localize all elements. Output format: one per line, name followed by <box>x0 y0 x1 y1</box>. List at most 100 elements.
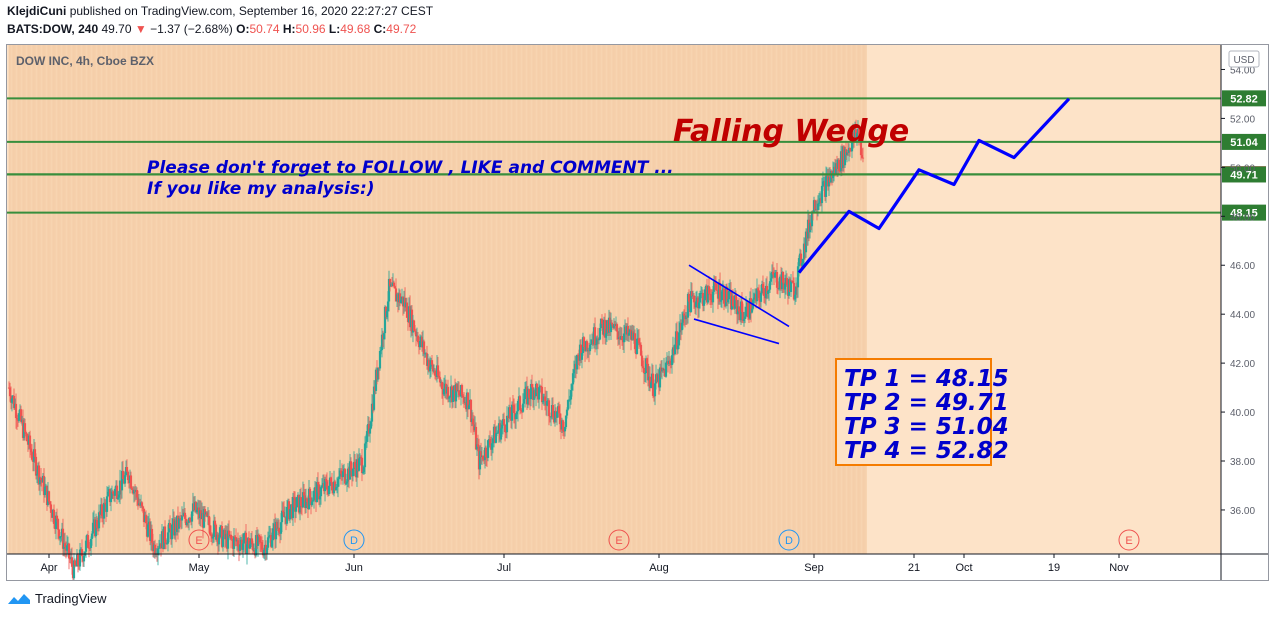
candle <box>57 528 61 541</box>
svg-text:E: E <box>615 535 622 547</box>
candle <box>475 438 479 457</box>
candle <box>707 275 711 301</box>
candle <box>529 379 533 407</box>
candle <box>855 132 859 146</box>
candle <box>635 328 639 355</box>
level-label: 48.15 <box>1222 204 1266 221</box>
svg-text:D: D <box>785 535 793 547</box>
candle <box>30 444 34 462</box>
candle <box>479 442 483 465</box>
annotations[interactable] <box>688 97 1071 345</box>
tp-box[interactable]: TP 1 = 48.15 TP 2 = 49.71 TP 3 = 51.04 T… <box>835 358 1009 466</box>
change-arrow-icon: ▼ <box>134 22 147 36</box>
candle <box>256 529 260 557</box>
candle <box>718 272 722 305</box>
candle <box>282 501 286 518</box>
level-label: 51.04 <box>1222 133 1266 150</box>
time-tick-label: Apr <box>40 562 57 574</box>
candle <box>380 327 384 358</box>
candle <box>626 317 630 342</box>
candle <box>770 264 774 286</box>
close-label: C: <box>373 22 387 36</box>
time-axis[interactable]: Apr May Jun Jul Aug Sep 21 Oct 19 Nov <box>7 553 1268 574</box>
candle <box>510 401 514 430</box>
candle <box>260 536 264 553</box>
candle <box>580 352 584 369</box>
candle <box>156 545 160 566</box>
candle <box>547 398 551 426</box>
candle <box>446 379 450 403</box>
currency-badge[interactable]: USD <box>1228 50 1260 68</box>
candle <box>555 411 559 426</box>
candle <box>582 336 586 349</box>
candle <box>280 501 284 532</box>
candle <box>336 476 340 498</box>
candle <box>42 468 46 503</box>
price-axis[interactable]: 36.00 38.00 40.00 42.00 44.00 46.00 48.00 50.00… <box>1220 45 1255 580</box>
price-tick-label: 54.00 <box>1230 65 1255 76</box>
tradingview-logo-icon[interactable] <box>7 592 31 606</box>
candle <box>481 455 485 462</box>
footer-brand[interactable]: TradingView <box>35 591 107 606</box>
candle <box>317 481 321 506</box>
candle <box>106 486 110 498</box>
candle <box>746 300 750 321</box>
candle <box>527 388 531 406</box>
symbol-label: BATS:DOW, 240 <box>7 22 99 36</box>
candle <box>715 282 719 291</box>
headline-text[interactable]: Falling Wedge <box>673 114 909 149</box>
candle <box>561 419 565 437</box>
close-value: 49.72 <box>386 22 417 36</box>
candle <box>115 480 119 504</box>
candle <box>184 514 188 528</box>
candle <box>641 360 645 369</box>
candle <box>499 419 503 444</box>
note-line-2[interactable]: If you like my analysis:) <box>147 179 375 199</box>
candle <box>837 158 841 176</box>
candle <box>523 382 527 408</box>
time-tick-label: 19 <box>1048 562 1060 574</box>
candle <box>65 535 69 557</box>
candle <box>226 523 230 560</box>
candle <box>712 275 716 295</box>
candle <box>376 367 380 382</box>
price-tick-label: 48.00 <box>1230 212 1255 223</box>
candle <box>545 390 549 417</box>
candle <box>651 364 655 399</box>
publish-info: KlejdiCuni published on TradingView.com,… <box>7 4 433 18</box>
level-label: 52.82 <box>1222 90 1266 107</box>
candle <box>266 531 270 550</box>
candle <box>508 397 512 419</box>
candle <box>15 413 19 430</box>
candle <box>245 540 249 565</box>
candle <box>848 147 852 157</box>
candle <box>785 273 789 287</box>
candle <box>516 399 520 422</box>
candle <box>566 399 570 411</box>
candle <box>491 437 495 454</box>
candle <box>609 312 613 340</box>
high-label: H: <box>282 22 296 36</box>
price-tick-label: 38.00 <box>1230 457 1255 468</box>
candle <box>309 497 313 515</box>
candle <box>312 487 316 509</box>
level-value: 52.82 <box>1230 93 1258 105</box>
candle <box>315 477 319 503</box>
candle <box>91 512 95 538</box>
ohlc-legend: BATS:DOW, 240 49.70 ▼ −1.37 (−2.68%) O:5… <box>7 22 416 36</box>
candle <box>494 426 498 444</box>
low-value: 49.68 <box>340 22 371 36</box>
author-name[interactable]: KlejdiCuni <box>7 4 67 18</box>
note-line-1[interactable]: Please don't forget to FOLLOW , LIKE and… <box>147 158 674 178</box>
candle <box>797 255 801 277</box>
candle <box>242 533 246 553</box>
wedge-upper-line <box>688 264 790 328</box>
candle <box>140 501 144 512</box>
price-tick-label: 40.00 <box>1230 408 1255 419</box>
candle <box>431 363 435 375</box>
candle <box>341 465 345 485</box>
